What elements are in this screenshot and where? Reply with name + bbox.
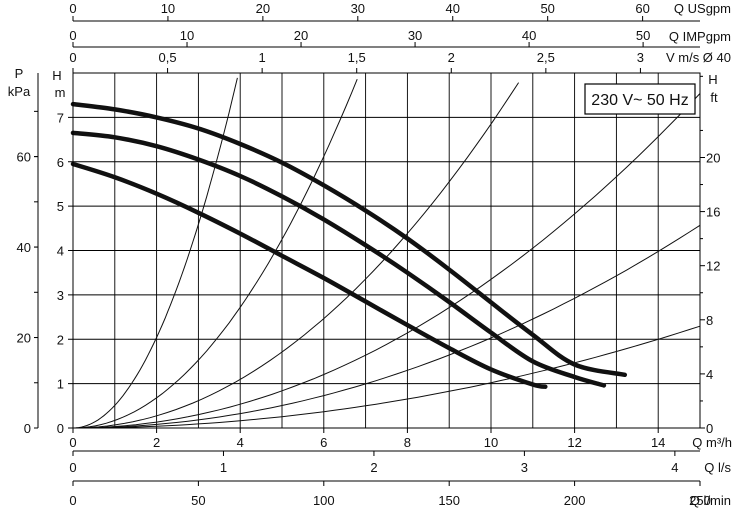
feet-tick-label: 12 — [706, 259, 720, 274]
feet-axis-unit: ft — [710, 90, 718, 105]
y-tick-label: 0 — [57, 421, 64, 436]
bottom-axis-tick-label: 250 — [689, 493, 711, 508]
bottom-axis-tick-label: 3 — [521, 460, 528, 475]
top-axis-tick-label: 0 — [69, 1, 76, 16]
system-curve-8 — [73, 325, 701, 429]
top-axis-label: V m/s Ø 40 — [666, 50, 731, 65]
x-tick-label: 14 — [651, 435, 665, 450]
voltage-annotation: 230 V~ 50 Hz — [584, 83, 696, 115]
x-tick-label: 4 — [237, 435, 244, 450]
top-axis-tick-label: 10 — [161, 1, 175, 16]
y-tick-label: 3 — [57, 288, 64, 303]
x-tick-label: 12 — [567, 435, 581, 450]
bottom-axis-tick-label: 200 — [564, 493, 586, 508]
y-tick-label: 5 — [57, 199, 64, 214]
bottom-axis-tick-label: 1 — [220, 460, 227, 475]
bottom-axis-tick-label: 0 — [69, 493, 76, 508]
x-tick-label: 0 — [69, 435, 76, 450]
top-axis-tick-label: 20 — [294, 28, 308, 43]
feet-tick-label: 16 — [706, 205, 720, 220]
top-axis-tick-label: 20 — [256, 1, 270, 16]
pressure-tick-label: 20 — [17, 331, 31, 346]
feet-axis-label: H — [708, 72, 717, 87]
chart-grid — [73, 73, 700, 428]
system-curve-5 — [72, 82, 520, 429]
feet-tick-label: 8 — [706, 313, 713, 328]
bottom-axis-tick-label: 2 — [370, 460, 377, 475]
pump-curve-speed-2 — [70, 130, 607, 388]
top-axis-tick-label: 1 — [259, 50, 266, 65]
pressure-tick-label: 60 — [17, 150, 31, 165]
top-axis-tick-label: 0,5 — [159, 50, 177, 65]
top-axis-tick-label: 60 — [635, 1, 649, 16]
top-axis-tick-label: 1,5 — [348, 50, 366, 65]
top-axis-tick-label: 40 — [446, 1, 460, 16]
axis-labels: 0 2 4 6 8 10 12 14 Q m³/h01234567Hm0204060PkPa04… — [8, 1, 732, 508]
voltage-annotation-text: 230 V~ 50 Hz — [591, 92, 688, 109]
feet-tick-label: 4 — [706, 367, 713, 382]
system-curves — [72, 77, 701, 429]
bottom-axis-label: Q l/min — [690, 493, 731, 508]
pump-curves — [70, 101, 628, 389]
pump-curve-speed-1 — [70, 101, 628, 378]
top-axis-tick-label: 2,5 — [537, 50, 555, 65]
pressure-axis-label: P — [15, 66, 24, 81]
x-tick-label: 8 — [404, 435, 411, 450]
bottom-axis-tick-label: 50 — [191, 493, 205, 508]
system-curve-3 — [72, 77, 238, 429]
top-axis-tick-label: 50 — [540, 1, 554, 16]
system-curve-4 — [72, 79, 358, 429]
top-axis-tick-label: 0 — [69, 50, 76, 65]
y-tick-label: 4 — [57, 244, 64, 259]
y-axis-label: H — [52, 68, 61, 83]
feet-tick-label: 0 — [706, 421, 713, 436]
top-axis-label: Q IMPgpm — [669, 29, 731, 44]
top-axis-tick-label: 0 — [69, 28, 76, 43]
x-tick-label: 2 — [153, 435, 160, 450]
pressure-axis-unit: kPa — [8, 84, 31, 99]
bottom-axis-tick-label: 150 — [438, 493, 460, 508]
top-axis-tick-label: 30 — [351, 1, 365, 16]
bottom-axis-tick-label: 0 — [69, 460, 76, 475]
pump-curve-speed-3 — [70, 161, 548, 389]
voltage-annotation-box — [584, 83, 696, 115]
system-curve-7 — [72, 224, 701, 429]
x-axis-label: Q m³/h — [692, 435, 732, 450]
system-curve-6 — [72, 93, 701, 429]
y-tick-label: 7 — [57, 110, 64, 125]
y-axis-unit: m — [55, 85, 66, 100]
bottom-axis-tick-label: 4 — [671, 460, 678, 475]
pressure-tick-label: 40 — [17, 240, 31, 255]
feet-tick-label: 20 — [706, 150, 720, 165]
y-tick-label: 2 — [57, 332, 64, 347]
top-axis-tick-label: 50 — [636, 28, 650, 43]
x-tick-label: 10 — [484, 435, 498, 450]
top-axis-tick-label: 40 — [522, 28, 536, 43]
top-axis-tick-label: 30 — [408, 28, 422, 43]
top-axis-label: Q USgpm — [674, 1, 731, 16]
top-axis-tick-label: 2 — [448, 50, 455, 65]
pressure-tick-label: 0 — [24, 421, 31, 436]
bottom-axis-tick-label: 100 — [313, 493, 335, 508]
bottom-axis-label: Q l/s — [704, 460, 731, 475]
top-axis-tick-label: 3 — [637, 50, 644, 65]
chart-axes — [34, 16, 705, 486]
y-tick-label: 6 — [57, 155, 64, 170]
y-tick-label: 1 — [57, 377, 64, 392]
x-tick-label: 6 — [320, 435, 327, 450]
top-axis-tick-label: 10 — [180, 28, 194, 43]
